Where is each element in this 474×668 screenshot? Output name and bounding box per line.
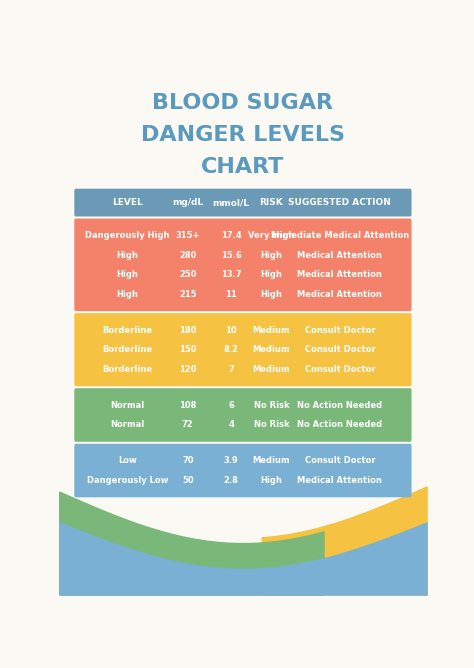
Text: 70: 70	[182, 456, 193, 466]
Text: 50: 50	[182, 476, 193, 485]
Text: 13.7: 13.7	[221, 270, 242, 279]
Text: Consult Doctor: Consult Doctor	[305, 345, 375, 354]
Text: Borderline: Borderline	[102, 365, 153, 373]
Text: Immediate Medical Attention: Immediate Medical Attention	[271, 231, 409, 240]
Text: Consult Doctor: Consult Doctor	[305, 365, 375, 373]
FancyBboxPatch shape	[74, 313, 411, 386]
Text: 8.2: 8.2	[224, 345, 239, 354]
Text: No Action Needed: No Action Needed	[297, 420, 383, 430]
Text: 6: 6	[228, 401, 234, 409]
Text: No Risk: No Risk	[254, 420, 289, 430]
Text: CHART: CHART	[201, 157, 284, 177]
Text: High: High	[260, 476, 283, 485]
Text: Medium: Medium	[253, 325, 290, 335]
Text: mg/dL: mg/dL	[172, 198, 203, 207]
Text: 150: 150	[179, 345, 197, 354]
Text: 215: 215	[179, 290, 197, 299]
FancyBboxPatch shape	[74, 188, 411, 216]
Text: High: High	[117, 270, 138, 279]
Text: No Risk: No Risk	[254, 401, 289, 409]
Text: mmol/L: mmol/L	[213, 198, 250, 207]
FancyBboxPatch shape	[74, 218, 411, 311]
Text: 4: 4	[228, 420, 234, 430]
Text: Medical Attention: Medical Attention	[297, 476, 383, 485]
Text: Medium: Medium	[253, 365, 290, 373]
Text: 10: 10	[226, 325, 237, 335]
Text: SUGGESTED ACTION: SUGGESTED ACTION	[289, 198, 392, 207]
Text: Borderline: Borderline	[102, 325, 153, 335]
Text: Borderline: Borderline	[102, 345, 153, 354]
Text: 15.6: 15.6	[221, 250, 242, 260]
Text: 3.9: 3.9	[224, 456, 238, 466]
FancyBboxPatch shape	[74, 388, 411, 442]
Text: 7: 7	[228, 365, 234, 373]
Text: High: High	[260, 290, 283, 299]
Text: High: High	[117, 290, 138, 299]
Text: Normal: Normal	[110, 420, 145, 430]
Text: 315+: 315+	[175, 231, 200, 240]
Text: 11: 11	[225, 290, 237, 299]
Text: DANGER LEVELS: DANGER LEVELS	[141, 125, 345, 145]
Text: High: High	[260, 270, 283, 279]
Text: Dangerously High: Dangerously High	[85, 231, 170, 240]
Text: Medical Attention: Medical Attention	[297, 250, 383, 260]
Text: High: High	[117, 250, 138, 260]
Text: Consult Doctor: Consult Doctor	[305, 325, 375, 335]
Text: Consult Doctor: Consult Doctor	[305, 456, 375, 466]
Text: Dangerously Low: Dangerously Low	[87, 476, 168, 485]
Text: 108: 108	[179, 401, 196, 409]
Text: 120: 120	[179, 365, 197, 373]
Text: Medical Attention: Medical Attention	[297, 290, 383, 299]
Text: 72: 72	[182, 420, 193, 430]
Text: Medium: Medium	[253, 345, 290, 354]
Text: Low: Low	[118, 456, 137, 466]
Text: 17.4: 17.4	[221, 231, 242, 240]
Text: RISK: RISK	[259, 198, 283, 207]
Text: Medium: Medium	[253, 456, 290, 466]
Text: Medical Attention: Medical Attention	[297, 270, 383, 279]
Text: Normal: Normal	[110, 401, 145, 409]
Text: 2.8: 2.8	[224, 476, 239, 485]
Text: High: High	[260, 250, 283, 260]
Text: No Action Needed: No Action Needed	[297, 401, 383, 409]
Text: 180: 180	[179, 325, 196, 335]
Text: BLOOD SUGAR: BLOOD SUGAR	[153, 93, 333, 113]
Text: Very High: Very High	[248, 231, 294, 240]
Text: LEVEL: LEVEL	[112, 198, 143, 207]
FancyBboxPatch shape	[74, 444, 411, 497]
Text: 280: 280	[179, 250, 196, 260]
Text: 250: 250	[179, 270, 197, 279]
